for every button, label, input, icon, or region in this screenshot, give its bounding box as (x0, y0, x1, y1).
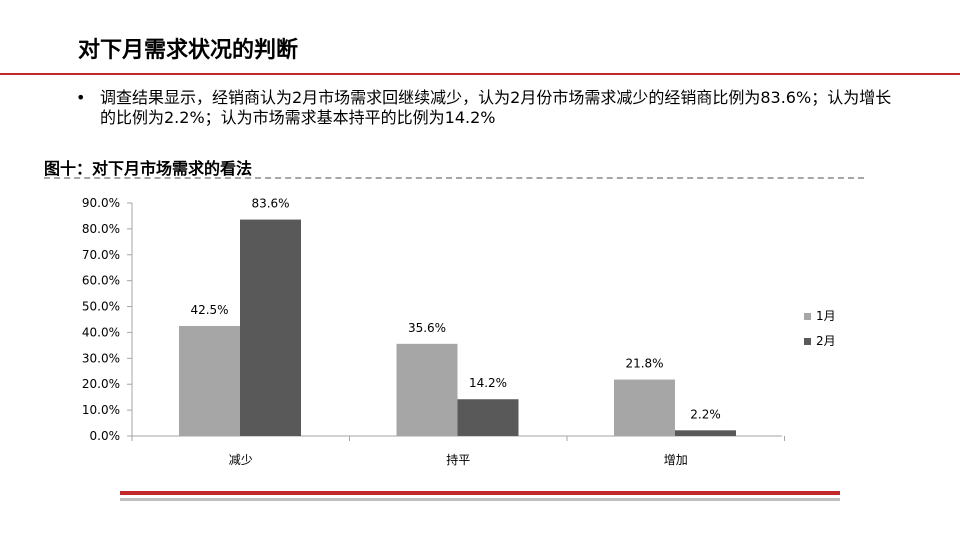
bar-jan (179, 325, 240, 436)
bar-chart: 0.0% 10.0% 20.0% 30.0% 40.0% 50.0% 60.0% 70.0% 8… (82, 196, 836, 467)
legend-label: 2月 (816, 334, 836, 348)
bar-jan (396, 343, 458, 436)
data-label: 35.6% (408, 321, 446, 335)
y-tick-label: 60.0% (82, 274, 120, 288)
y-tick-label: 90.0% (82, 196, 120, 210)
footer-red-rule (120, 491, 840, 495)
data-label: 21.8% (625, 357, 663, 371)
data-label: 14.2% (469, 376, 507, 390)
bullet-icon: • (76, 88, 86, 107)
y-tick-label: 30.0% (82, 351, 120, 365)
figure-title: 图十：对下月市场需求的看法 (44, 159, 253, 178)
x-category-label: 增加 (664, 453, 688, 467)
y-tick-label: 50.0% (82, 300, 120, 314)
bar-jan (614, 379, 675, 436)
data-label: 2.2% (690, 407, 721, 421)
legend-swatch (804, 313, 811, 320)
bar-feb (675, 430, 736, 436)
slide-title: 对下月需求状况的判断 (78, 38, 299, 63)
summary-bullet: • 调查结果显示，经销商认为2月市场需求回继续减少，认为2月份市场需求减少的经销… (76, 88, 896, 128)
bar-feb (457, 399, 519, 436)
x-category-label: 减少 (229, 453, 253, 467)
data-label: 42.5% (190, 303, 228, 317)
y-tick-label: 70.0% (82, 248, 120, 262)
data-label: 83.6% (251, 197, 289, 211)
title-rule (0, 73, 960, 75)
y-tick-label: 0.0% (90, 429, 121, 443)
bar-feb (240, 219, 301, 436)
legend-label: 1月 (816, 309, 836, 323)
footer-grey-rule (120, 498, 840, 501)
legend-swatch (804, 338, 811, 345)
y-tick-label: 80.0% (82, 222, 120, 236)
y-tick-label: 20.0% (82, 377, 120, 391)
y-tick-label: 10.0% (82, 403, 120, 417)
y-tick-label: 40.0% (82, 325, 120, 339)
summary-text: 调查结果显示，经销商认为2月市场需求回继续减少，认为2月份市场需求减少的经销商比… (100, 88, 892, 127)
dashed-divider (44, 177, 864, 179)
x-category-label: 持平 (446, 452, 470, 467)
